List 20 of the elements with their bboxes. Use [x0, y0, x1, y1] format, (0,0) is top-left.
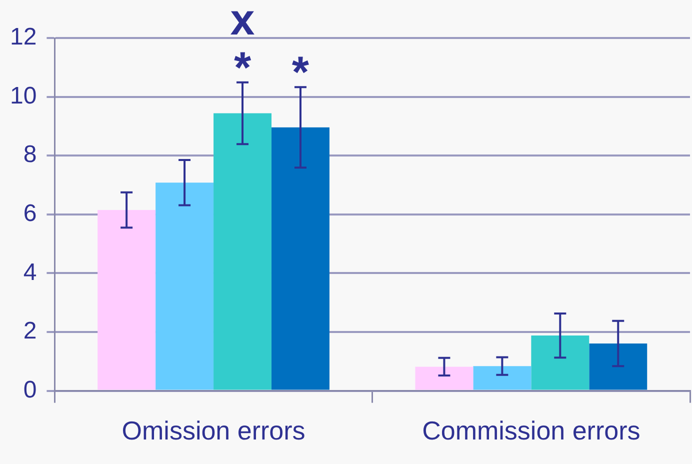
y-tick-label: 12 [10, 24, 37, 51]
bar [473, 366, 532, 390]
bar [98, 210, 156, 390]
bar [415, 366, 474, 390]
y-tick-label: 4 [23, 258, 37, 286]
annotation: * [292, 48, 310, 98]
y-tick-label: 8 [23, 141, 37, 168]
x-tick-label: Omission errors [122, 416, 306, 446]
y-tick-label: 6 [23, 200, 37, 228]
bar [214, 113, 272, 390]
y-tick-label: 0 [23, 376, 37, 404]
annotation: * [234, 43, 252, 92]
x-tick-label: Commission errors [422, 416, 640, 446]
y-tick-label: 2 [23, 318, 37, 345]
bar [589, 343, 648, 390]
bar [531, 336, 590, 390]
y-tick-label: 10 [10, 82, 37, 110]
bar [271, 127, 330, 390]
bar [156, 182, 214, 390]
annotation: x [230, 0, 256, 44]
